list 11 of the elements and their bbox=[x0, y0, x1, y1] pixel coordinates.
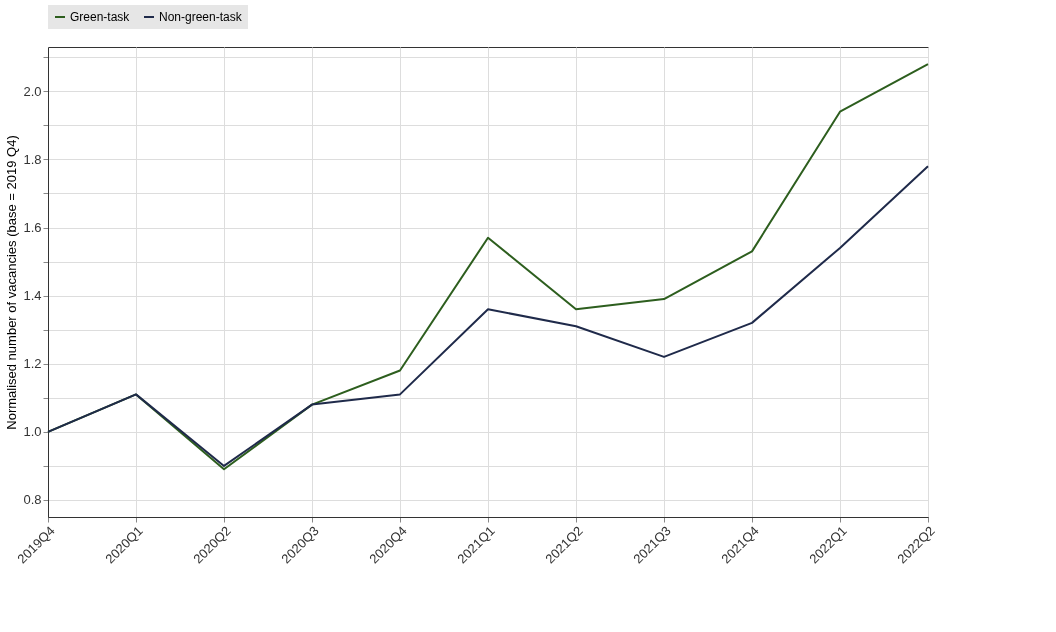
y-axis-title: Normalised number of vacancies (base = 2019 Q4) bbox=[4, 135, 20, 430]
y-tick-label: 1.8 bbox=[23, 151, 42, 167]
y-tick-label: 1.0 bbox=[23, 424, 42, 440]
legend-label: Non-green-task bbox=[159, 10, 243, 24]
line-series bbox=[47, 165, 929, 467]
y-tick-label: 1.2 bbox=[23, 356, 42, 372]
y-tick-label: 2.0 bbox=[23, 83, 42, 99]
y-tick-label: 1.6 bbox=[23, 220, 42, 236]
y-tick-label: 0.8 bbox=[23, 492, 42, 508]
legend-label: Green-task bbox=[70, 10, 131, 24]
y-tick-label: 1.4 bbox=[23, 288, 42, 304]
